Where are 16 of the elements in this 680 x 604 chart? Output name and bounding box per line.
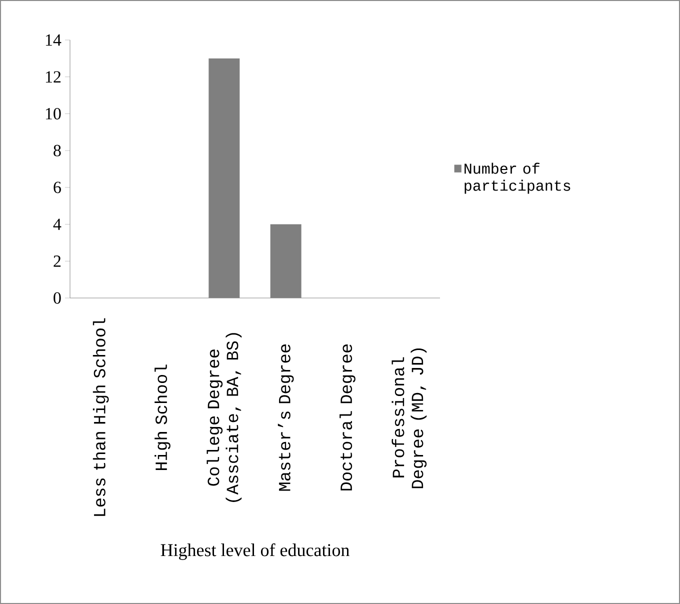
y-tick-label: 8 [54, 144, 61, 156]
x-tick-label: College Degree (Assciate, BA, BS) [206, 333, 242, 502]
y-tick-label: 14 [46, 34, 62, 46]
y-tick-label: 6 [54, 182, 61, 194]
y-tick-label: 2 [54, 256, 61, 267]
legend-label: Number of participants [464, 162, 570, 194]
x-tick-label: Doctoral Degree [340, 344, 356, 490]
y-tick-label: 12 [46, 71, 61, 82]
x-tick-label: High School [154, 364, 170, 470]
x-tick-label: Less than High School [92, 318, 109, 516]
y-tick-label: 0 [54, 292, 61, 304]
x-tick-label: Professional Degree (MD, JD) [392, 348, 427, 488]
x-tick-label: Master’s Degree [278, 344, 294, 491]
y-tick-label: 4 [53, 218, 62, 230]
x-axis-title: Highest level of education [160, 543, 350, 560]
y-tick-label: 10 [46, 108, 61, 120]
